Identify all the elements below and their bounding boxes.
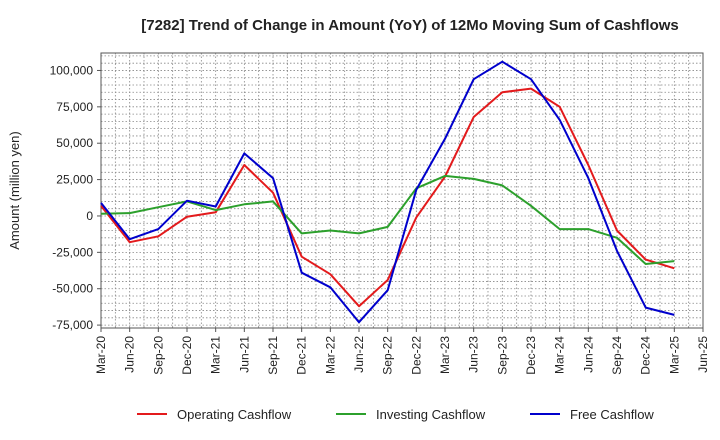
- x-tick-label: Dec-20: [180, 336, 194, 375]
- legend: Operating Cashflow Investing Cashflow Free…: [137, 407, 654, 422]
- y-axis-ticks: -75,000 -50,000 -25,000 0 25,000 50,000 75,000…: [50, 63, 101, 332]
- y-tick-label: -75,000: [52, 318, 93, 332]
- x-tick-label: Dec-24: [639, 336, 653, 375]
- x-tick-label: Dec-23: [524, 336, 538, 375]
- plot-frame: [100, 52, 704, 329]
- investing-cashflow-line: [100, 174, 675, 265]
- x-axis-ticks: Mar-20 Jun-20 Sep-20 Dec-20 Mar-21 Jun-21 Sep-…: [94, 328, 710, 375]
- x-tick-label: Dec-21: [295, 336, 309, 375]
- grid: [101, 53, 703, 328]
- y-tick-label: 50,000: [56, 136, 93, 150]
- y-tick-label: -50,000: [52, 282, 93, 296]
- x-tick-label: Jun-23: [467, 336, 481, 373]
- x-tick-label: Mar-23: [438, 336, 452, 374]
- x-tick-label: Jun-22: [352, 336, 366, 373]
- legend-label-investing-cashflow: Investing Cashflow: [376, 407, 486, 422]
- x-tick-label: Sep-22: [381, 336, 395, 375]
- x-tick-label: Mar-20: [94, 336, 108, 374]
- x-tick-label: Sep-23: [495, 336, 509, 375]
- x-tick-label: Sep-20: [151, 336, 165, 375]
- x-tick-label: Sep-21: [266, 336, 280, 375]
- x-tick-label: Mar-25: [667, 336, 681, 374]
- y-tick-label: 75,000: [56, 100, 93, 114]
- x-tick-label: Sep-24: [610, 336, 624, 375]
- legend-label-free-cashflow: Free Cashflow: [570, 407, 654, 422]
- free-cashflow-line: [100, 60, 675, 324]
- x-tick-label: Jun-24: [581, 336, 595, 373]
- x-tick-label: Mar-22: [323, 336, 337, 374]
- x-tick-label: Dec-22: [409, 336, 423, 375]
- series-lines: [100, 60, 675, 324]
- y-tick-label: 100,000: [50, 63, 94, 77]
- x-tick-label: Jun-25: [696, 336, 710, 373]
- y-tick-label: -25,000: [52, 245, 93, 259]
- x-tick-label: Jun-21: [237, 336, 251, 373]
- chart-title: [7282] Trend of Change in Amount (YoY) o…: [141, 17, 679, 34]
- legend-label-operating-cashflow: Operating Cashflow: [177, 407, 292, 422]
- x-tick-label: Mar-21: [209, 336, 223, 374]
- operating-cashflow-line: [100, 87, 675, 308]
- y-tick-label: 0: [86, 209, 93, 223]
- y-tick-label: 25,000: [56, 173, 93, 187]
- x-tick-label: Jun-20: [123, 336, 137, 373]
- y-axis-label: Amount (million yen): [7, 131, 22, 250]
- x-tick-label: Mar-24: [553, 336, 567, 374]
